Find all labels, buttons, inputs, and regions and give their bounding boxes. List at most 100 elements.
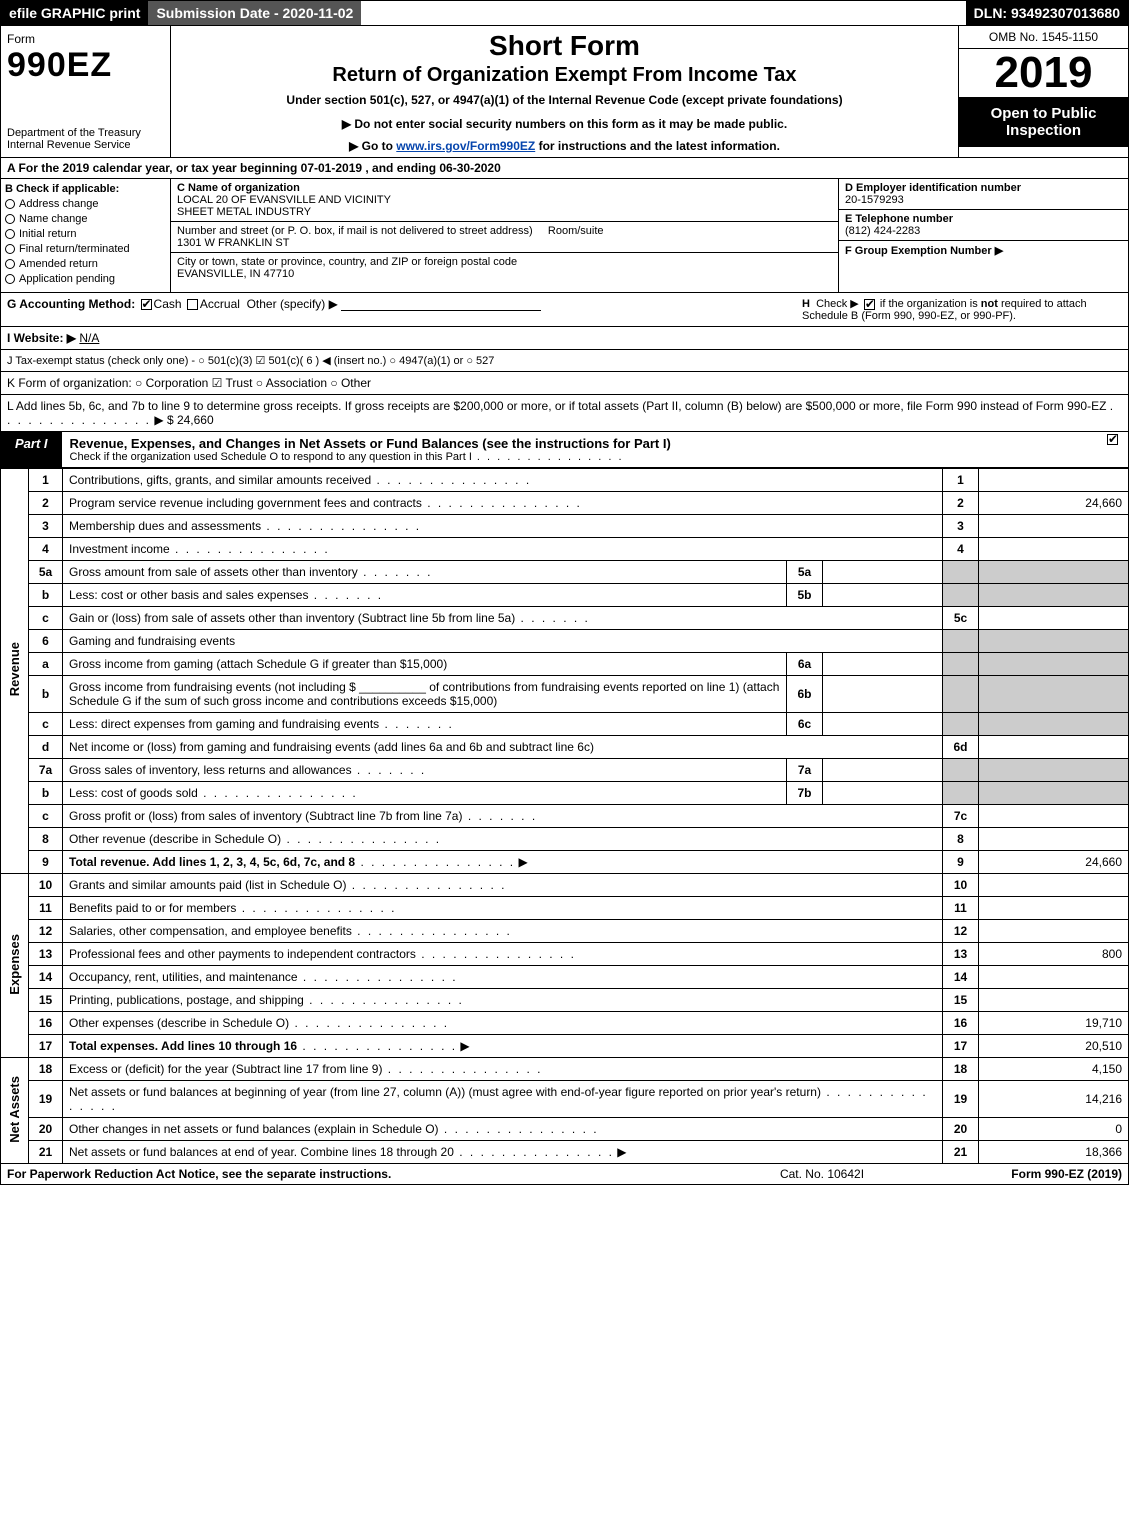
part-1-title: Revenue, Expenses, and Changes in Net As… [62, 432, 1088, 467]
line-17-col: 17 [943, 1035, 979, 1058]
accounting-method: G Accounting Method: Cash Accrual Other … [7, 297, 802, 322]
dln-number: DLN: 93492307013680 [966, 1, 1128, 25]
line-18-col: 18 [943, 1058, 979, 1081]
line-13-col: 13 [943, 943, 979, 966]
line-21-col: 21 [943, 1141, 979, 1164]
gross-receipts-amount: ▶ $ 24,660 [154, 413, 213, 427]
line-20-desc: Other changes in net assets or fund bala… [63, 1118, 943, 1141]
department-label: Department of the Treasury Internal Reve… [7, 127, 164, 151]
line-17-amt: 20,510 [979, 1035, 1129, 1058]
net-assets-section-label: Net Assets [1, 1058, 29, 1164]
chk-application-pending[interactable]: Application pending [5, 273, 166, 285]
box-d-e-f: D Employer identification number 20-1579… [838, 179, 1128, 292]
line-6d-num: d [29, 736, 63, 759]
line-13-amt: 800 [979, 943, 1129, 966]
line-3-amt [979, 515, 1129, 538]
efile-label[interactable]: efile GRAPHIC print [1, 1, 148, 25]
line-7a-subval [823, 759, 943, 782]
line-5a-sublab: 5a [787, 561, 823, 584]
part-1-checkbox[interactable] [1088, 432, 1128, 467]
under-section-text: Under section 501(c), 527, or 4947(a)(1)… [179, 93, 950, 107]
line-7a-sublab: 7a [787, 759, 823, 782]
chk-name-change[interactable]: Name change [5, 213, 166, 225]
line-11-desc: Benefits paid to or for members [63, 897, 943, 920]
city-state-zip: EVANSVILLE, IN 47710 [177, 268, 294, 280]
line-20-num: 20 [29, 1118, 63, 1141]
line-16-amt: 19,710 [979, 1012, 1129, 1035]
line-19-num: 19 [29, 1081, 63, 1118]
line-4-num: 4 [29, 538, 63, 561]
line-6a-sublab: 6a [787, 653, 823, 676]
line-6c-sublab: 6c [787, 713, 823, 736]
irs-link[interactable]: www.irs.gov/Form990EZ [396, 139, 535, 153]
box-c: C Name of organization LOCAL 20 OF EVANS… [171, 179, 838, 292]
line-11-col: 11 [943, 897, 979, 920]
chk-accrual[interactable] [187, 299, 198, 310]
line-3-num: 3 [29, 515, 63, 538]
row-i-website: I Website: ▶ N/A [0, 327, 1129, 350]
line-6a-num: a [29, 653, 63, 676]
line-5b-subval [823, 584, 943, 607]
line-2-desc: Program service revenue including govern… [63, 492, 943, 515]
line-10-amt [979, 874, 1129, 897]
telephone-cell: E Telephone number (812) 424-2283 [839, 210, 1128, 241]
line-7c-amt [979, 805, 1129, 828]
line-21-amt: 18,366 [979, 1141, 1129, 1164]
line-20-col: 20 [943, 1118, 979, 1141]
chk-cash[interactable] [141, 299, 152, 310]
chk-schedule-b-not-required[interactable] [864, 299, 875, 310]
line-15-desc: Printing, publications, postage, and shi… [63, 989, 943, 1012]
line-5a-subval [823, 561, 943, 584]
row-g-h: G Accounting Method: Cash Accrual Other … [0, 293, 1129, 327]
line-5b-shade [943, 584, 979, 607]
line-6a-desc: Gross income from gaming (attach Schedul… [63, 653, 787, 676]
line-7b-num: b [29, 782, 63, 805]
entity-info-grid: B Check if applicable: Address change Na… [0, 179, 1129, 293]
short-form-title: Short Form [179, 30, 950, 62]
chk-initial-return[interactable]: Initial return [5, 228, 166, 240]
line-7b-sublab: 7b [787, 782, 823, 805]
line-6c-subval [823, 713, 943, 736]
line-5b-shade-amt [979, 584, 1129, 607]
row-j-tax-exempt: J Tax-exempt status (check only one) - ○… [0, 350, 1129, 372]
ein-value: 20-1579293 [845, 194, 904, 206]
form-word: Form [7, 32, 164, 46]
line-2-amt: 24,660 [979, 492, 1129, 515]
line-6-num: 6 [29, 630, 63, 653]
line-7a-num: 7a [29, 759, 63, 782]
row-k-form-org: K Form of organization: ○ Corporation ☑ … [0, 372, 1129, 395]
line-20-amt: 0 [979, 1118, 1129, 1141]
line-6c-desc: Less: direct expenses from gaming and fu… [63, 713, 787, 736]
chk-final-return[interactable]: Final return/terminated [5, 243, 166, 255]
no-ssn-warning: ▶ Do not enter social security numbers o… [179, 117, 950, 131]
box-b-title: B Check if applicable: [5, 183, 166, 195]
line-18-desc: Excess or (deficit) for the year (Subtra… [63, 1058, 943, 1081]
line-14-num: 14 [29, 966, 63, 989]
line-9-desc: Total revenue. Add lines 1, 2, 3, 4, 5c,… [63, 851, 943, 874]
line-9-amt: 24,660 [979, 851, 1129, 874]
line-7b-desc: Less: cost of goods sold [63, 782, 787, 805]
revenue-section-label: Revenue [1, 469, 29, 874]
line-12-col: 12 [943, 920, 979, 943]
line-15-amt [979, 989, 1129, 1012]
chk-amended-return[interactable]: Amended return [5, 258, 166, 270]
line-11-amt [979, 897, 1129, 920]
line-1-num: 1 [29, 469, 63, 492]
line-3-col: 3 [943, 515, 979, 538]
line-6c-shade-amt [979, 713, 1129, 736]
line-5a-desc: Gross amount from sale of assets other t… [63, 561, 787, 584]
line-2-col: 2 [943, 492, 979, 515]
line-5c-num: c [29, 607, 63, 630]
chk-address-change[interactable]: Address change [5, 198, 166, 210]
line-5a-shade-amt [979, 561, 1129, 584]
line-7b-shade-amt [979, 782, 1129, 805]
line-15-num: 15 [29, 989, 63, 1012]
street-cell: Number and street (or P. O. box, if mail… [171, 222, 838, 253]
line-6b-sublab: 6b [787, 676, 823, 713]
line-5b-num: b [29, 584, 63, 607]
line-4-amt [979, 538, 1129, 561]
line-5a-num: 5a [29, 561, 63, 584]
other-method-input[interactable] [341, 299, 541, 311]
page-footer: For Paperwork Reduction Act Notice, see … [0, 1164, 1129, 1185]
line-4-col: 4 [943, 538, 979, 561]
